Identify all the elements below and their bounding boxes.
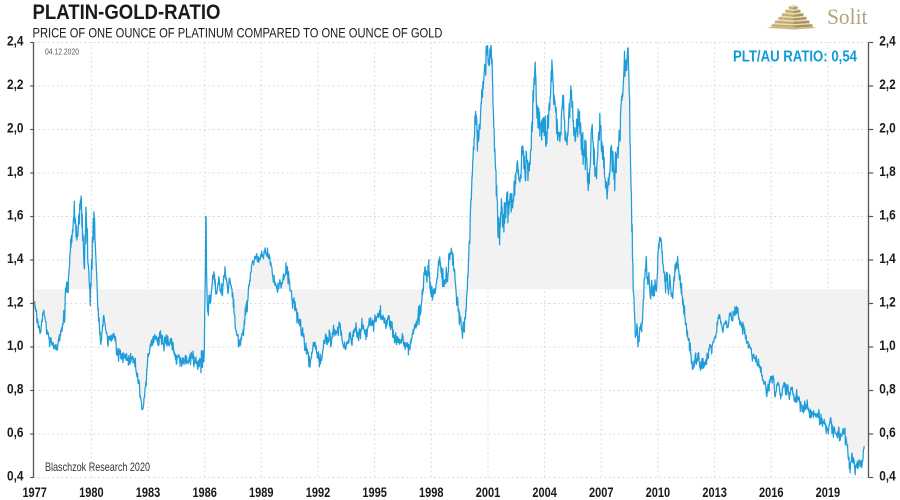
svg-text:1998: 1998 <box>419 485 444 500</box>
svg-text:1,8: 1,8 <box>879 164 896 179</box>
svg-text:1,4: 1,4 <box>7 251 24 266</box>
svg-text:2013: 2013 <box>702 485 727 500</box>
svg-text:2,0: 2,0 <box>7 121 24 136</box>
svg-text:1977: 1977 <box>22 485 47 500</box>
svg-text:2,2: 2,2 <box>879 77 896 92</box>
svg-text:Blaschzok Research 2020: Blaschzok Research 2020 <box>45 460 150 474</box>
svg-text:2,0: 2,0 <box>879 121 896 136</box>
svg-text:1,0: 1,0 <box>879 338 896 353</box>
svg-text:2001: 2001 <box>476 485 501 500</box>
svg-text:1,6: 1,6 <box>879 208 896 223</box>
svg-text:1,2: 1,2 <box>879 295 896 310</box>
svg-text:2004: 2004 <box>532 485 557 500</box>
svg-text:1,2: 1,2 <box>7 295 24 310</box>
svg-text:2016: 2016 <box>759 485 784 500</box>
svg-text:0,4: 0,4 <box>7 469 24 484</box>
svg-text:PLATIN-GOLD-RATIO: PLATIN-GOLD-RATIO <box>33 0 221 24</box>
svg-text:2019: 2019 <box>816 485 841 500</box>
svg-text:1,0: 1,0 <box>7 338 24 353</box>
svg-text:1995: 1995 <box>362 485 387 500</box>
svg-text:1992: 1992 <box>306 485 331 500</box>
svg-text:PRICE OF ONE OUNCE OF PLATINUM: PRICE OF ONE OUNCE OF PLATINUM COMPARED … <box>33 25 443 41</box>
svg-text:0,8: 0,8 <box>879 382 896 397</box>
svg-text:2,4: 2,4 <box>7 34 24 49</box>
svg-text:2,4: 2,4 <box>879 34 896 49</box>
svg-text:0,4: 0,4 <box>879 469 896 484</box>
svg-text:1,8: 1,8 <box>7 164 24 179</box>
svg-text:0,6: 0,6 <box>879 425 896 440</box>
svg-text:1,6: 1,6 <box>7 208 24 223</box>
svg-text:PLT/AU RATIO: 0,54: PLT/AU RATIO: 0,54 <box>733 49 857 66</box>
svg-text:2007: 2007 <box>589 485 614 500</box>
svg-text:0,6: 0,6 <box>7 425 24 440</box>
svg-text:0,8: 0,8 <box>7 382 24 397</box>
svg-text:Solit: Solit <box>827 4 868 29</box>
svg-text:1986: 1986 <box>192 485 217 500</box>
svg-text:2010: 2010 <box>646 485 671 500</box>
svg-text:1983: 1983 <box>136 485 161 500</box>
svg-text:1989: 1989 <box>249 485 274 500</box>
svg-text:2,2: 2,2 <box>7 77 24 92</box>
svg-text:1,4: 1,4 <box>879 251 896 266</box>
svg-text:1980: 1980 <box>79 485 104 500</box>
svg-text:04.12.2020: 04.12.2020 <box>45 47 79 57</box>
